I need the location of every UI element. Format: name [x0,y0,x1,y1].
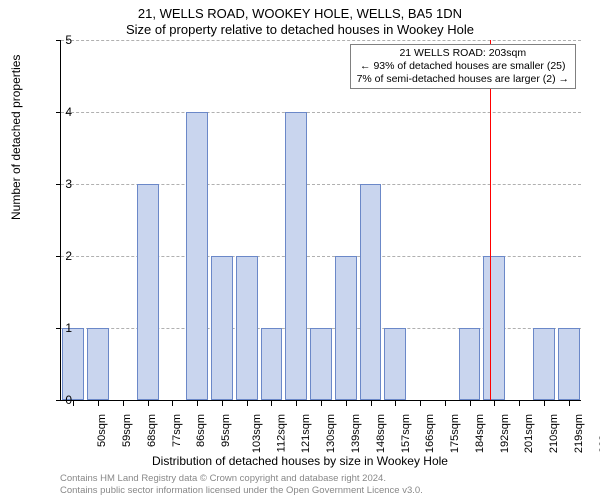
xtick-label: 201sqm [523,414,535,453]
chart-title-line1: 21, WELLS ROAD, WOOKEY HOLE, WELLS, BA5 … [0,6,600,21]
xtick-mark [148,401,149,406]
bar [558,328,580,400]
bar [186,112,208,400]
xtick-mark [494,401,495,406]
bar [137,184,159,400]
footer-line2: Contains public sector information licen… [60,485,423,496]
xtick-mark [222,401,223,406]
xtick-mark [172,401,173,406]
xtick-label: 219sqm [573,414,585,453]
highlight-line [490,40,491,400]
xtick-mark [271,401,272,406]
chart-title-line2: Size of property relative to detached ho… [0,22,600,37]
xtick-label: 148sqm [375,414,387,453]
xtick-label: 77sqm [171,414,183,447]
ytick-label: 4 [52,105,72,119]
gridline [61,40,581,41]
xtick-label: 175sqm [449,414,461,453]
xtick-mark [395,401,396,406]
xtick-mark [544,401,545,406]
xtick-label: 121sqm [301,414,313,453]
y-axis-label: Number of detached properties [9,55,23,220]
ytick-label: 5 [52,33,72,47]
ytick-label: 3 [52,177,72,191]
xtick-mark [197,401,198,406]
highlight-legend: 21 WELLS ROAD: 203sqm← 93% of detached h… [350,44,576,89]
bar [335,256,357,400]
xtick-label: 184sqm [474,414,486,453]
xtick-mark [569,401,570,406]
xtick-label: 166sqm [424,414,436,453]
bar [459,328,481,400]
xtick-mark [420,401,421,406]
bar [360,184,382,400]
x-axis-label: Distribution of detached houses by size … [0,454,600,468]
footer-line1: Contains HM Land Registry data © Crown c… [60,473,386,484]
bar [211,256,233,400]
xtick-mark [445,401,446,406]
xtick-label: 68sqm [146,414,158,447]
xtick-label: 95sqm [220,414,232,447]
xtick-mark [519,401,520,406]
xtick-mark [296,401,297,406]
ytick-label: 2 [52,249,72,263]
xtick-label: 139sqm [350,414,362,453]
bar [285,112,307,400]
bar [384,328,406,400]
xtick-mark [321,401,322,406]
gridline [61,112,581,113]
bar [62,328,84,400]
ytick-label: 0 [52,393,72,407]
xtick-mark [73,401,74,406]
xtick-mark [247,401,248,406]
bar [236,256,258,400]
legend-line: ← 93% of detached houses are smaller (25… [357,60,569,73]
legend-line: 7% of semi-detached houses are larger (2… [357,73,569,86]
xtick-label: 50sqm [96,414,108,447]
xtick-mark [123,401,124,406]
xtick-label: 157sqm [400,414,412,453]
xtick-label: 210sqm [548,414,560,453]
bar [87,328,109,400]
xtick-label: 192sqm [499,414,511,453]
bar [261,328,283,400]
xtick-mark [346,401,347,406]
xtick-mark [371,401,372,406]
xtick-label: 86sqm [195,414,207,447]
bar [483,256,505,400]
xtick-label: 130sqm [325,414,337,453]
bar [533,328,555,400]
xtick-mark [470,401,471,406]
xtick-label: 103sqm [251,414,263,453]
xtick-label: 59sqm [121,414,133,447]
ytick-label: 1 [52,321,72,335]
legend-line: 21 WELLS ROAD: 203sqm [357,47,569,60]
xtick-label: 112sqm [275,414,287,452]
xtick-mark [98,401,99,406]
plot-area [60,40,581,401]
bar [310,328,332,400]
